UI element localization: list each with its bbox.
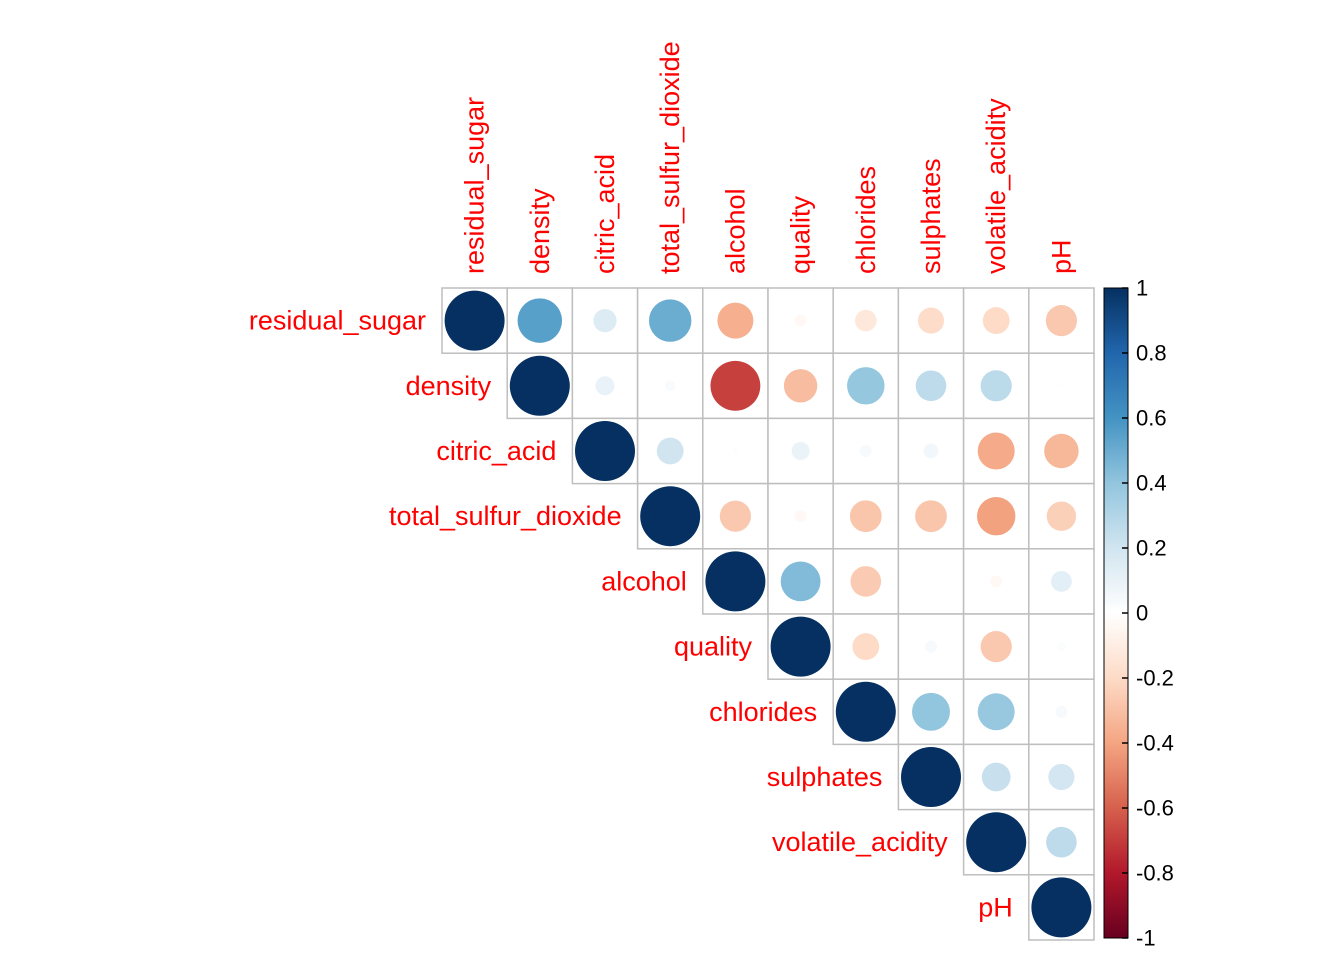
correlation-circle-residual_sugar-sulphates — [917, 307, 945, 334]
correlation-circle-residual_sugar-volatile_acidity — [982, 307, 1010, 335]
column-label-total_sulfur_dioxide: total_sulfur_dioxide — [655, 41, 685, 274]
correlation-circle-chlorides-chlorides — [835, 681, 896, 742]
row-label-total_sulfur_dioxide: total_sulfur_dioxide — [389, 501, 622, 531]
correlation-circle-density-alcohol — [710, 360, 761, 411]
colorbar-tick-label: -0.6 — [1136, 796, 1174, 821]
correlation-circle-residual_sugar-density — [517, 298, 563, 343]
row-label-chlorides: chlorides — [709, 697, 817, 727]
correlation-circle-citric_acid-quality — [791, 442, 810, 460]
correlation-circle-total_sulfur_dioxide-alcohol — [719, 500, 751, 532]
correlation-circle-quality-quality — [770, 616, 831, 677]
correlation-circle-quality-volatile_acidity — [980, 631, 1012, 663]
correlation-circle-density-citric_acid — [595, 376, 615, 396]
row-label-citric_acid: citric_acid — [436, 436, 556, 466]
colorbar-tick-label: -0.2 — [1136, 666, 1174, 691]
colorbar-tick-label: 0.4 — [1136, 471, 1167, 496]
colorbar-tick-label: -0.8 — [1136, 861, 1174, 886]
correlation-circle-chlorides-sulphates — [912, 692, 950, 731]
correlation-circle-total_sulfur_dioxide-sulphates — [915, 500, 947, 533]
correlation-circle-citric_acid-sulphates — [923, 443, 939, 459]
row-label-pH: pH — [978, 892, 1013, 922]
correlation-circle-quality-chlorides — [852, 633, 880, 661]
matrix-cell — [962, 548, 1030, 615]
correlation-circle-citric_acid-pH — [1044, 433, 1079, 469]
correlation-circle-alcohol-volatile_acidity — [990, 575, 1003, 588]
correlation-circle-citric_acid-volatile_acidity — [977, 432, 1015, 470]
correlation-circle-citric_acid-total_sulfur_dioxide — [656, 437, 684, 465]
correlation-circle-volatile_acidity-volatile_acidity — [966, 812, 1027, 873]
column-label-alcohol: alcohol — [720, 188, 750, 274]
row-label-density: density — [406, 371, 492, 401]
colorbar-tick-label: 1 — [1136, 276, 1148, 301]
correlation-circle-citric_acid-alcohol — [732, 448, 739, 454]
correlation-circle-pH-pH — [1031, 877, 1092, 938]
correlation-circle-residual_sugar-alcohol — [717, 302, 754, 339]
correlation-circle-alcohol-pH — [1051, 571, 1072, 592]
row-label-sulphates: sulphates — [767, 762, 883, 792]
correlation-circle-total_sulfur_dioxide-total_sulfur_dioxide — [640, 486, 701, 547]
correlation-circle-sulphates-sulphates — [901, 747, 961, 807]
correlation-circle-density-density — [509, 355, 570, 416]
correlation-circle-alcohol-quality — [780, 561, 821, 602]
matrix-cell — [897, 287, 965, 354]
correlation-circle-alcohol-alcohol — [705, 551, 766, 612]
row-label-alcohol: alcohol — [601, 566, 687, 596]
column-label-residual_sugar: residual_sugar — [460, 97, 490, 274]
correlation-circle-total_sulfur_dioxide-quality — [794, 510, 807, 523]
column-label-pH: pH — [1046, 239, 1076, 274]
colorbar-tick-label: 0.8 — [1136, 341, 1167, 366]
correlation-circle-sulphates-pH — [1048, 763, 1075, 791]
correlation-circle-density-chlorides — [847, 367, 885, 405]
correlation-circle-density-total_sulfur_dioxide — [665, 380, 676, 391]
column-label-volatile_acidity: volatile_acidity — [981, 98, 1011, 274]
correlation-circle-citric_acid-chlorides — [859, 445, 872, 457]
column-label-sulphates: sulphates — [916, 158, 946, 274]
correlation-circle-citric_acid-citric_acid — [575, 421, 635, 481]
correlation-circle-alcohol-chlorides — [850, 566, 882, 597]
correlation-circle-residual_sugar-citric_acid — [593, 308, 617, 333]
column-label-citric_acid: citric_acid — [590, 154, 620, 274]
column-label-density: density — [525, 188, 555, 274]
correlation-circle-residual_sugar-pH — [1045, 305, 1077, 337]
colorbar-tick-label: -0.4 — [1136, 731, 1174, 756]
row-label-volatile_acidity: volatile_acidity — [772, 827, 948, 857]
correlation-circle-residual_sugar-total_sulfur_dioxide — [648, 299, 692, 342]
matrix-cell — [702, 417, 769, 485]
correlation-circle-total_sulfur_dioxide-pH — [1046, 501, 1077, 531]
correlation-circle-volatile_acidity-pH — [1046, 826, 1077, 858]
column-label-chlorides: chlorides — [851, 166, 881, 274]
correlation-circle-chlorides-pH — [1055, 705, 1068, 718]
correlation-circle-density-quality — [783, 369, 818, 403]
column-label-quality: quality — [786, 195, 816, 274]
row-label-residual_sugar: residual_sugar — [249, 306, 426, 336]
correlation-circle-density-volatile_acidity — [980, 370, 1012, 402]
correlation-circle-residual_sugar-quality — [794, 314, 807, 327]
correlation-circle-density-pH — [1058, 382, 1065, 389]
correlation-circle-total_sulfur_dioxide-chlorides — [849, 500, 882, 533]
correlation-circle-total_sulfur_dioxide-volatile_acidity — [976, 496, 1016, 536]
correlation-circle-residual_sugar-chlorides — [854, 309, 877, 332]
correlation-circle-quality-pH — [1057, 642, 1066, 651]
correlation-circle-chlorides-volatile_acidity — [977, 693, 1015, 731]
correlation-circle-density-sulphates — [915, 370, 947, 402]
colorbar-tick-label: -1 — [1136, 926, 1156, 951]
colorbar-tick-label: 0 — [1136, 601, 1148, 626]
correlation-circle-residual_sugar-residual_sugar — [444, 290, 505, 351]
correlation-circle-quality-sulphates — [925, 640, 937, 653]
row-label-quality: quality — [674, 632, 753, 662]
correlation-circle-sulphates-volatile_acidity — [981, 762, 1011, 792]
colorbar-tick-label: 0.2 — [1136, 536, 1167, 561]
color-legend: 1 0.8 0.6 0.4 0.2 0 -0.2 -0.4 -0.6 -0.8 -1 — [1103, 276, 1174, 951]
colorbar-tick-label: 0.6 — [1136, 406, 1167, 431]
correlation-circles — [444, 290, 1092, 938]
matrix-cell — [897, 548, 965, 615]
